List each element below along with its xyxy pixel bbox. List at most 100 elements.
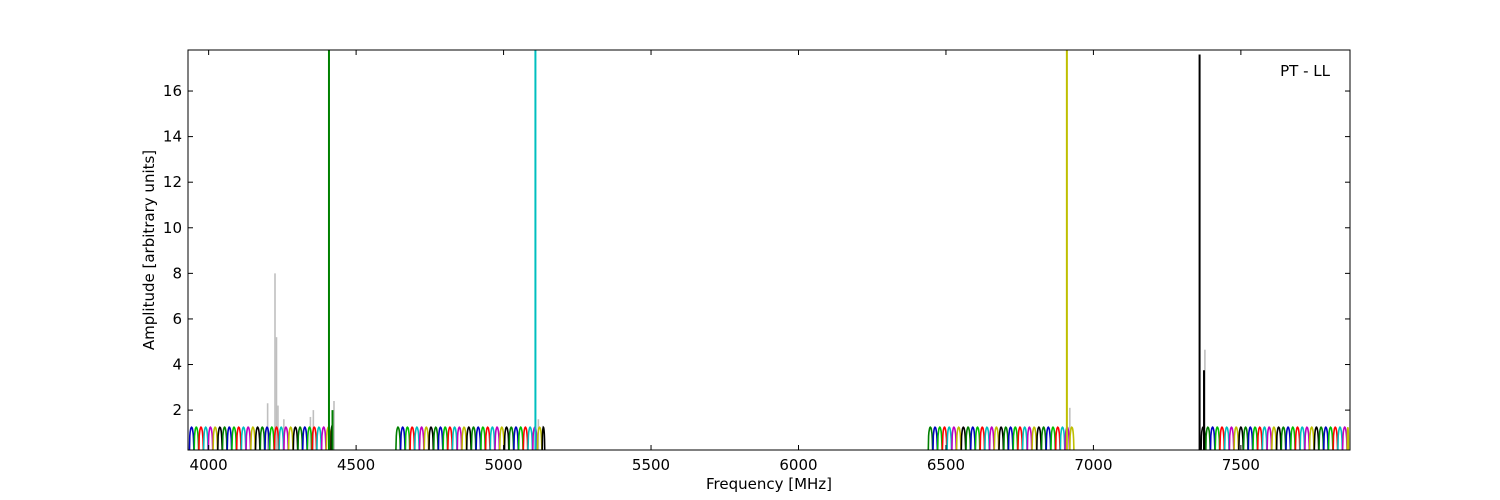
channel-trace [306, 426, 313, 450]
channel-trace [1313, 426, 1320, 450]
channel-trace [1247, 426, 1254, 450]
channel-trace [447, 426, 453, 450]
channel-trace [1275, 426, 1282, 450]
channel-trace [320, 426, 327, 450]
channel-trace [409, 426, 416, 450]
channel-trace [1045, 426, 1052, 450]
y-axis-label: Amplitude [arbitrary units] [140, 150, 158, 350]
channel-trace [480, 426, 486, 450]
channel-trace [287, 426, 294, 450]
channel-trace [984, 426, 991, 450]
channel-trace [226, 426, 233, 450]
channel-trace [960, 426, 967, 450]
channel-trace [1059, 426, 1066, 450]
y-tick-label: 16 [163, 82, 182, 100]
channel-trace [202, 426, 209, 450]
plot-frame [187, 49, 1351, 451]
channel-trace [1346, 427, 1350, 450]
channel-trace [936, 426, 943, 450]
channel-trace [442, 426, 449, 450]
channel-trace [522, 426, 529, 450]
channel-trace [1304, 426, 1311, 450]
channel-trace [465, 426, 472, 450]
channel-trace [988, 426, 995, 450]
channel-trace [475, 426, 482, 450]
channel-trace [1308, 426, 1315, 450]
channel-trace [283, 426, 289, 450]
channel-trace [513, 426, 520, 450]
channel-trace [414, 426, 420, 450]
channel-trace [278, 426, 285, 450]
channel-trace [311, 426, 318, 450]
channel-trace [1285, 426, 1292, 450]
x-tick-label: 6000 [779, 456, 817, 474]
channel-trace [259, 426, 266, 450]
x-tick-label: 4000 [190, 456, 228, 474]
channel-trace [212, 426, 219, 450]
channel-trace [1280, 426, 1287, 450]
channel-trace [235, 426, 242, 450]
channel-trace [207, 426, 214, 450]
channel-trace [536, 426, 543, 450]
channel-trace [1205, 426, 1211, 450]
y-tick-label: 10 [163, 219, 182, 237]
channel-trace [301, 426, 308, 450]
channel-trace [1271, 426, 1277, 450]
channel-trace [1007, 426, 1014, 450]
channel-trace [1252, 426, 1259, 450]
channel-trace [245, 426, 252, 450]
channel-trace [221, 426, 228, 450]
channel-trace [1341, 426, 1348, 450]
channel-trace [1256, 426, 1263, 450]
channel-trace [1021, 426, 1028, 450]
channel-trace [1040, 426, 1047, 450]
channel-trace [250, 426, 256, 450]
channel-trace [399, 426, 406, 450]
channel-trace [1299, 426, 1306, 450]
channel-trace [456, 426, 463, 450]
channel-trace [1026, 426, 1033, 450]
channel-trace [461, 426, 468, 450]
channel-trace [932, 426, 939, 450]
y-tick-label: 4 [172, 356, 182, 374]
x-tick-label: 5500 [632, 456, 670, 474]
channel-trace [927, 426, 934, 450]
channel-trace [541, 425, 546, 450]
x-tick-label: 6500 [927, 456, 965, 474]
channel-trace [1337, 426, 1344, 450]
channel-trace [1017, 426, 1024, 450]
y-tick-label: 2 [172, 401, 182, 419]
channel-trace [1327, 426, 1334, 450]
plot-annotation: PT - LL [1280, 62, 1331, 80]
channel-trace [240, 426, 247, 450]
channel-trace [217, 426, 223, 450]
channel-trace [508, 426, 515, 450]
channel-trace [484, 426, 491, 450]
channel-trace [292, 426, 299, 450]
channel-trace [451, 426, 458, 450]
channel-trace [423, 426, 430, 450]
channel-trace [494, 426, 501, 450]
channel-trace [1228, 426, 1235, 450]
x-axis-ticks: 4000 4500 5000 5500 6000 6500 7000 7500 [190, 50, 1260, 474]
x-tick-label: 5000 [484, 456, 522, 474]
channel-trace [498, 426, 505, 450]
channel-trace [437, 426, 444, 450]
channel-trace [1242, 426, 1249, 450]
channel-trace [1323, 426, 1329, 450]
x-axis-label: Frequency [MHz] [706, 475, 832, 493]
channel-trace [1318, 426, 1325, 450]
channel-trace [969, 426, 976, 450]
channel-trace [993, 426, 1000, 450]
plot-traces [188, 50, 1350, 450]
channel-trace [1223, 426, 1230, 450]
channel-trace [1054, 426, 1061, 450]
channel-trace [1031, 426, 1038, 450]
channel-trace [941, 426, 948, 450]
channel-trace [470, 426, 477, 450]
channel-trace [1219, 426, 1226, 450]
channel-trace [1294, 426, 1301, 450]
channel-trace [404, 426, 411, 450]
channel-trace [489, 426, 496, 450]
